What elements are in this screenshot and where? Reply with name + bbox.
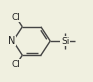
Text: N: N — [8, 36, 16, 46]
Text: Si: Si — [61, 36, 69, 46]
Text: Cl: Cl — [12, 60, 21, 69]
Text: Cl: Cl — [12, 13, 21, 22]
